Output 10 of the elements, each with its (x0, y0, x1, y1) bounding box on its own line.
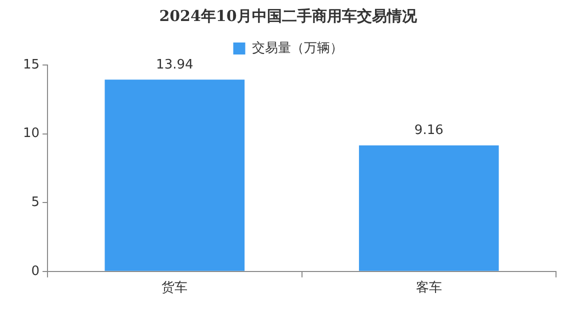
y-tick-label: 10 (22, 126, 40, 142)
y-tick-label: 15 (22, 57, 40, 72)
y-tick-label: 5 (31, 194, 40, 210)
x-tick-label: 货车 (162, 280, 188, 296)
y-tick-label: 0 (31, 264, 40, 279)
data-label: 9.16 (414, 123, 444, 138)
data-label: 13.94 (156, 57, 194, 72)
legend-label: 交易量（万辆） (252, 40, 343, 56)
chart-title: 2024年10月中国二手商用车交易情况 (159, 6, 418, 25)
x-tick-label: 客车 (416, 280, 442, 296)
